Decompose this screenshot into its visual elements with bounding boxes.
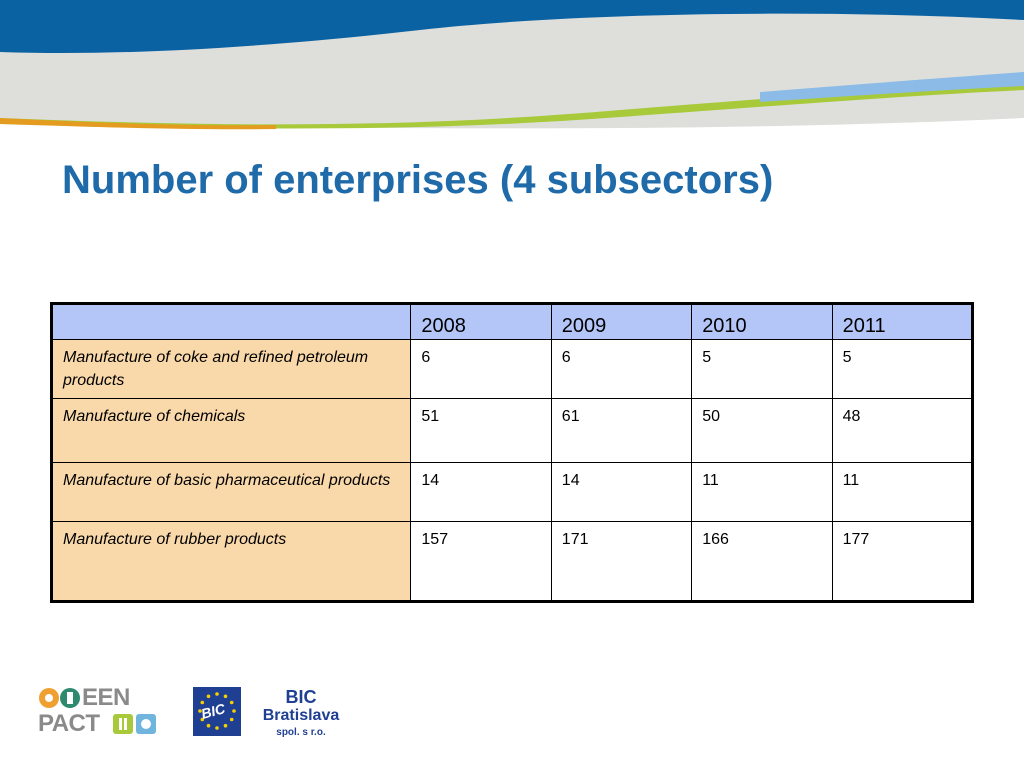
slide-title: Number of enterprises (4 subsectors)	[62, 158, 774, 202]
cell-value: 51	[410, 398, 552, 463]
header-year-2008: 2008	[410, 303, 552, 340]
table-header-row: 2008 2009 2010 2011	[50, 303, 974, 340]
cell-value: 61	[550, 398, 693, 463]
header-corner-cell	[50, 303, 412, 340]
row-label: Manufacture of basic pharmaceutical prod…	[50, 462, 412, 522]
cell-value: 171	[550, 521, 693, 602]
cell-value: 5	[691, 339, 833, 399]
een-pact-logo: EEN PACT	[38, 684, 160, 740]
cell-value: 5	[831, 339, 974, 399]
table-row: Manufacture of rubber products 157 171 1…	[50, 521, 974, 602]
row-label: Manufacture of coke and refined petroleu…	[50, 339, 412, 399]
een-icons	[39, 688, 80, 708]
table-row: Manufacture of basic pharmaceutical prod…	[50, 462, 974, 522]
header-year-2009: 2009	[550, 303, 693, 340]
cell-value: 6	[550, 339, 693, 399]
cell-value: 48	[831, 398, 974, 463]
cell-value: 14	[550, 462, 693, 522]
cell-value: 11	[691, 462, 833, 522]
eu-flag-icon: BIC	[193, 687, 241, 736]
header-year-2010: 2010	[691, 303, 833, 340]
cell-value: 177	[831, 521, 974, 602]
bic-company-type: spol. s r.o.	[276, 727, 326, 738]
header-year-2011: 2011	[831, 303, 974, 340]
enterprises-table: 2008 2009 2010 2011 Manufacture of coke …	[50, 302, 974, 603]
row-label: Manufacture of rubber products	[50, 521, 412, 602]
cell-value: 11	[831, 462, 974, 522]
cell-value: 6	[410, 339, 552, 399]
pact-text: PACT	[38, 710, 100, 737]
pact-icons	[113, 714, 156, 734]
een-text: EEN	[82, 684, 130, 711]
bic-bratislava-logo: BIC BIC Bratislava spol. s r.o.	[193, 687, 353, 739]
eu-stars-icon	[198, 692, 236, 730]
cell-value: 50	[691, 398, 833, 463]
bic-title: BIC	[285, 687, 317, 707]
cell-value: 157	[410, 521, 552, 602]
bic-city: Bratislava	[262, 707, 340, 724]
table-row: Manufacture of coke and refined petroleu…	[50, 339, 974, 399]
cell-value: 166	[691, 521, 833, 602]
table-row: Manufacture of chemicals 51 61 50 48	[50, 398, 974, 463]
header-wave-decoration	[0, 0, 1024, 130]
cell-value: 14	[410, 462, 552, 522]
row-label: Manufacture of chemicals	[50, 398, 412, 463]
